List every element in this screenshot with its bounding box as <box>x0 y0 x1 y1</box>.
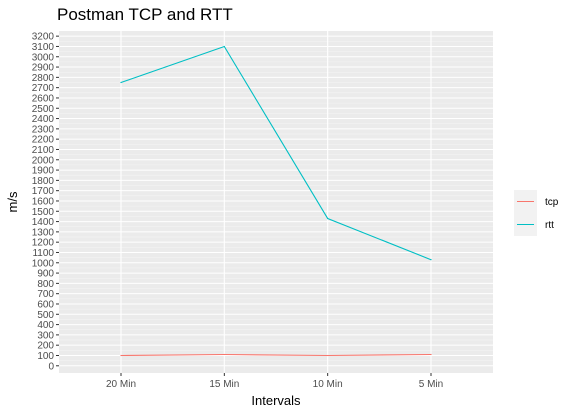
x-tick-label: 20 Min <box>106 379 136 390</box>
y-tick-label: 3200 <box>32 32 55 43</box>
data-point-tcp <box>223 353 225 356</box>
y-tick-label: 2500 <box>32 104 55 115</box>
data-point-rtt <box>120 81 122 84</box>
y-tick-label: 500 <box>37 310 54 321</box>
x-axis: 20 Min 15 Min 10 Min 5 Min <box>106 373 443 390</box>
y-tick-label: 1300 <box>32 227 55 238</box>
series-line-rtt <box>120 45 432 261</box>
y-tick-label: 1500 <box>32 207 55 218</box>
data-point-rtt <box>223 45 225 48</box>
legend-label-tcp: tcp <box>545 197 559 208</box>
data-point-tcp <box>120 354 122 357</box>
data-point-tcp <box>327 354 329 357</box>
x-axis-title: Intervals <box>251 393 301 408</box>
y-tick-label: 0 <box>48 361 54 372</box>
y-tick-label: 1400 <box>32 217 55 228</box>
y-tick-label: 200 <box>37 341 54 352</box>
legend: tcp rtt <box>514 190 559 236</box>
y-tick-label: 1100 <box>32 248 54 259</box>
series-line-tcp <box>120 353 432 357</box>
y-tick-label: 800 <box>37 279 54 290</box>
minor-gridlines <box>59 41 493 361</box>
y-tick-label: 1700 <box>32 186 55 197</box>
y-tick-label: 1200 <box>32 238 55 249</box>
data-point-tcp <box>430 353 432 356</box>
y-tick-label: 300 <box>37 330 54 341</box>
y-tick-label: 2400 <box>32 114 55 125</box>
chart-title: Postman TCP and RTT <box>57 5 233 24</box>
y-tick-label: 2300 <box>32 124 55 135</box>
y-tick-label: 600 <box>37 299 54 310</box>
y-tick-label: 2100 <box>32 145 55 156</box>
y-tick-label: 1600 <box>32 196 55 207</box>
y-tick-label: 1000 <box>32 258 55 269</box>
y-tick-label: 1800 <box>32 176 55 187</box>
series-lines <box>120 45 432 357</box>
y-tick-label: 700 <box>37 289 54 300</box>
y-tick-label: 2200 <box>32 135 55 146</box>
y-axis-title: m/s <box>5 191 20 212</box>
y-tick-label: 3000 <box>32 52 55 63</box>
data-point-rtt <box>430 259 432 261</box>
y-tick-label: 2000 <box>32 155 55 166</box>
y-tick-label: 1900 <box>32 166 55 177</box>
major-gridlines <box>59 31 493 373</box>
y-tick-label: 900 <box>37 269 54 280</box>
legend-label-rtt: rtt <box>545 220 554 231</box>
x-tick-label: 15 Min <box>209 379 239 390</box>
y-tick-label: 3100 <box>32 42 55 53</box>
y-tick-label: 2800 <box>32 73 55 84</box>
y-tick-label: 100 <box>37 351 54 362</box>
y-tick-label: 2700 <box>32 83 55 94</box>
x-tick-label: 5 Min <box>419 379 443 390</box>
y-tick-label: 400 <box>37 320 54 331</box>
data-point-rtt <box>327 217 329 220</box>
y-tick-label: 2900 <box>32 63 55 74</box>
x-tick-label: 10 Min <box>313 379 343 390</box>
y-tick-label: 2600 <box>32 93 55 104</box>
y-axis: 0100200300400500600700800900100011001200… <box>32 32 59 372</box>
